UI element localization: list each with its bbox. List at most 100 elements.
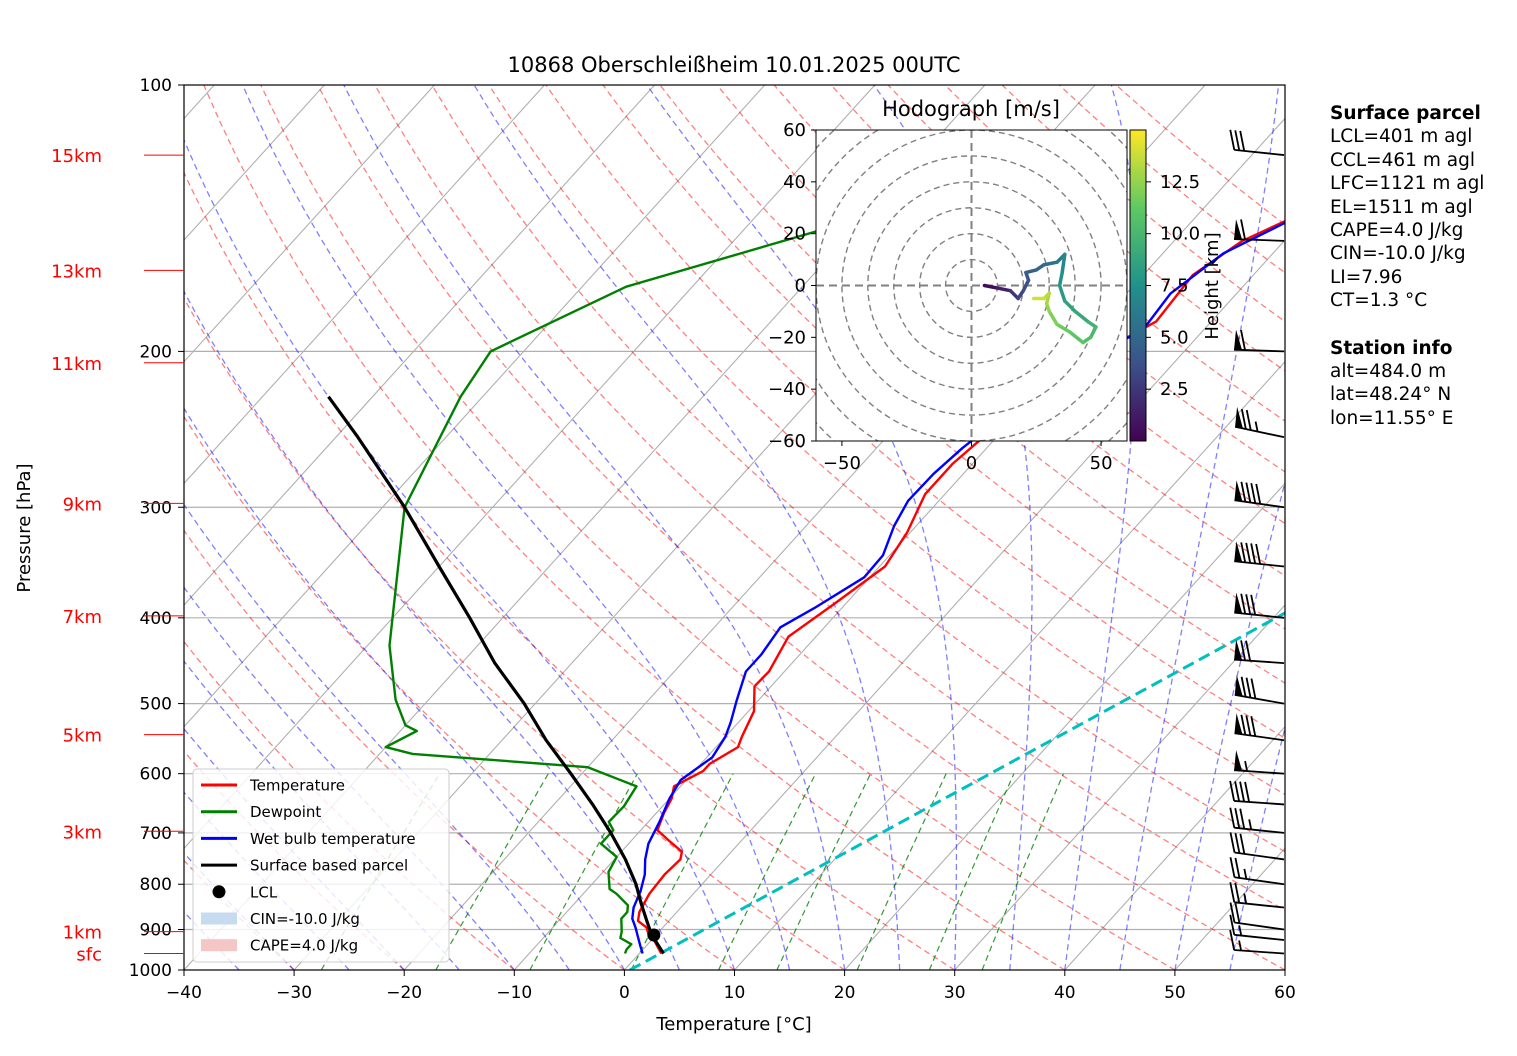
barb-full xyxy=(1250,543,1257,564)
wind-barb xyxy=(1229,129,1285,156)
barb-full xyxy=(1239,808,1246,829)
hodograph-trace xyxy=(1024,268,1039,275)
y-tick-label: 300 xyxy=(140,498,172,518)
barb-staff xyxy=(1234,560,1285,568)
barb-full xyxy=(1240,408,1247,430)
hodograph-x-tick-label: 50 xyxy=(1090,453,1113,474)
legend-label: Temperature xyxy=(249,777,345,795)
barb-staff xyxy=(1234,658,1285,664)
barb-full xyxy=(1245,715,1252,736)
temperature-line xyxy=(636,219,1285,955)
dry-adiabat xyxy=(317,85,1285,970)
barb-full xyxy=(1245,677,1252,698)
reference-dashed-line xyxy=(629,611,1285,970)
barb-staff xyxy=(1233,348,1285,353)
hodograph-y-tick-label: 60 xyxy=(783,120,806,141)
hodograph-ring xyxy=(893,207,1050,364)
x-tick-label: −10 xyxy=(496,983,532,1003)
hodograph-trace xyxy=(995,286,1013,293)
y-tick-label: 400 xyxy=(140,609,172,629)
barb-full xyxy=(1229,902,1236,923)
barb-staff xyxy=(1234,148,1285,156)
chart-title: 10868 Oberschleißheim 10.01.2025 00UTC xyxy=(508,53,961,77)
barb-full xyxy=(1240,640,1246,661)
barb-full xyxy=(1245,640,1251,661)
station-info-line: alt=484.0 m xyxy=(1330,361,1447,383)
hodograph-trace xyxy=(1057,283,1067,303)
barb-full xyxy=(1234,903,1241,924)
wind-barb xyxy=(1233,219,1285,242)
mixing-ratio-line xyxy=(856,773,947,970)
barb-staff xyxy=(1234,876,1285,886)
mixing-ratio-line xyxy=(981,773,1064,970)
barb-full xyxy=(1239,781,1245,802)
y-tick-label: 800 xyxy=(140,875,172,895)
moist-adiabat xyxy=(343,85,846,970)
height-label: 15km xyxy=(51,146,102,167)
barb-full xyxy=(1240,542,1247,563)
station-info-line: lat=48.24° N xyxy=(1330,384,1452,406)
barb-half xyxy=(1248,819,1253,830)
surface-parcel-line: CT=1.3 °C xyxy=(1330,290,1428,312)
barb-full xyxy=(1245,409,1252,431)
y-tick-label: 100 xyxy=(140,76,172,96)
dry-adiabat xyxy=(184,529,625,970)
x-tick-label: 40 xyxy=(1054,983,1076,1003)
hodograph-trace xyxy=(1073,309,1090,324)
barb-full xyxy=(1229,129,1236,151)
barb-full xyxy=(1250,594,1257,615)
barb-staff xyxy=(1234,499,1285,509)
barb-staff xyxy=(1234,769,1285,775)
wind-barb xyxy=(1234,639,1285,664)
barb-flag xyxy=(1234,750,1243,771)
barb-full xyxy=(1234,808,1241,829)
y-tick-label: 500 xyxy=(140,695,172,715)
colorbar-tick-label: 2.5 xyxy=(1160,379,1189,400)
barb-full xyxy=(1240,593,1247,614)
height-label: 5km xyxy=(63,726,102,747)
hodograph-trace xyxy=(1021,278,1031,293)
height-label: 7km xyxy=(63,607,102,628)
hodograph-y-tick-label: 40 xyxy=(783,172,806,193)
hodograph-trace xyxy=(1042,260,1059,267)
station-info-line: lon=11.55° E xyxy=(1330,407,1454,429)
colorbar-tick-label: 10.0 xyxy=(1160,224,1200,245)
legend-label: CIN=-10.0 J/kg xyxy=(250,910,360,928)
barb-full xyxy=(1234,857,1241,879)
y-tick-label: 900 xyxy=(140,921,172,941)
hodograph-y-tick-label: 0 xyxy=(795,276,806,297)
hodograph-trace xyxy=(1063,299,1077,314)
barb-flag xyxy=(1234,541,1243,563)
barb-full xyxy=(1239,130,1246,152)
barb-full xyxy=(1239,833,1246,855)
surface-parcel-title: Surface parcel xyxy=(1330,103,1481,124)
barb-full xyxy=(1240,329,1246,351)
hodograph: Hodograph [m/s] −50 0 50 60 40 20 0 −20 −40 −60 2.5… xyxy=(768,97,1223,474)
wind-barb xyxy=(1234,406,1285,439)
height-label: 11km xyxy=(51,354,102,375)
moist-adiabat xyxy=(184,407,625,970)
barb-flag xyxy=(1234,713,1243,735)
wind-barb xyxy=(1234,480,1285,509)
dry-adiabat xyxy=(184,415,735,970)
moist-adiabat xyxy=(473,85,901,970)
barb-full xyxy=(1234,130,1241,151)
barb-staff xyxy=(1234,921,1285,931)
wind-barb xyxy=(1234,674,1285,705)
x-tick-label: 0 xyxy=(619,983,630,1003)
hodograph-trace xyxy=(1060,252,1067,275)
legend-label: Wet bulb temperature xyxy=(250,830,416,848)
barb-half xyxy=(1243,868,1248,880)
barb-flag xyxy=(1234,592,1243,614)
x-tick-label: 10 xyxy=(724,983,746,1003)
legend-label: Dewpoint xyxy=(250,803,321,821)
hodograph-y-tick-label: −60 xyxy=(768,431,806,452)
y-axis-label: Pressure [hPa] xyxy=(14,463,35,592)
isotherm-line xyxy=(1064,725,1285,970)
barb-flag xyxy=(1234,480,1243,502)
barb-full xyxy=(1250,483,1257,504)
dry-adiabat xyxy=(431,85,1285,853)
barb-half xyxy=(1238,940,1242,951)
dry-adiabat xyxy=(260,85,1176,970)
hodograph-trace xyxy=(1088,325,1098,340)
